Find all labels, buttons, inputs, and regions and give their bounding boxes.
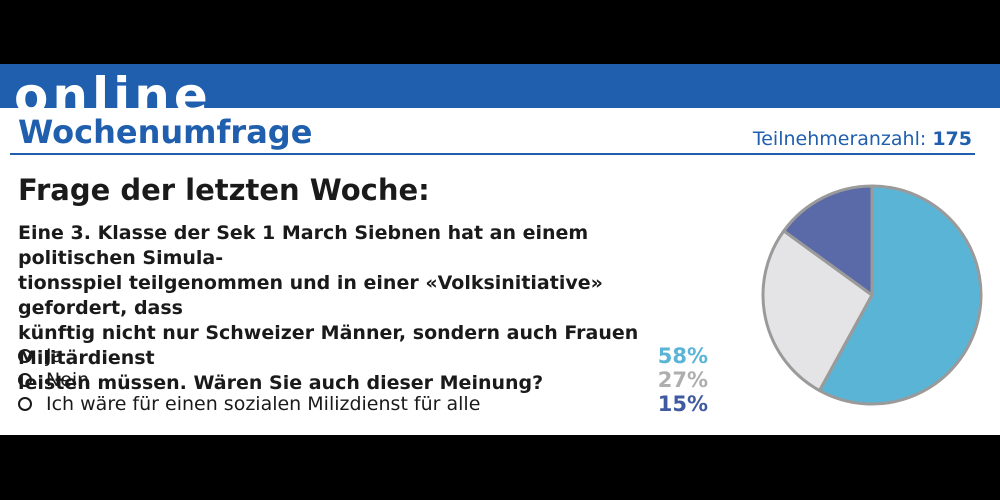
radio-circle-icon[interactable] xyxy=(18,397,32,411)
pie-slice-nein xyxy=(761,229,874,393)
answer-option-ja[interactable]: Ja 58% xyxy=(18,344,708,368)
question-line: künftig nicht nur Schweizer Männer, sond… xyxy=(18,322,639,369)
poll-panel: online Wochenumfrage Teilnehmeranzahl: 1… xyxy=(0,64,1000,435)
pie-slice-ja xyxy=(817,184,983,406)
answer-option-nein[interactable]: Nein 27% xyxy=(18,368,708,392)
question-text: Eine 3. Klasse der Sek 1 March Siebnen h… xyxy=(18,221,708,396)
section-title: Wochenumfrage xyxy=(18,113,313,151)
answer-label: Ich wäre für einen sozialen Milizdienst … xyxy=(46,393,481,415)
brand-logo-text: online xyxy=(14,67,212,125)
question-line: tionsspiel teilgenommen und in einer «Vo… xyxy=(18,272,603,319)
participant-count: Teilnehmeranzahl: 175 xyxy=(753,126,972,152)
title-divider xyxy=(10,153,975,155)
answer-label: Nein xyxy=(46,369,90,391)
question-line: leisten müssen. Wären Sie auch dieser Me… xyxy=(18,372,544,394)
header-band: online xyxy=(0,64,1000,125)
participant-count-label: Teilnehmeranzahl: xyxy=(752,128,927,150)
pie-slice-milizdienst xyxy=(782,184,874,297)
question-heading: Frage der letzten Woche: xyxy=(18,173,430,207)
answer-option-milizdienst[interactable]: Ich wäre für einen sozialen Milizdienst … xyxy=(18,392,708,416)
radio-circle-icon[interactable] xyxy=(18,349,32,363)
answer-label: Ja xyxy=(46,345,64,367)
results-pie-chart xyxy=(761,184,983,406)
answer-list: Ja 58% Nein 27% Ich wäre für einen sozia… xyxy=(18,344,708,416)
radio-circle-icon[interactable] xyxy=(18,373,32,387)
answer-percent: 58% xyxy=(657,344,708,368)
participant-count-value: 175 xyxy=(932,128,972,150)
answer-percent: 15% xyxy=(657,392,708,416)
answer-percent: 27% xyxy=(657,368,708,392)
question-line: Eine 3. Klasse der Sek 1 March Siebnen h… xyxy=(18,222,589,269)
